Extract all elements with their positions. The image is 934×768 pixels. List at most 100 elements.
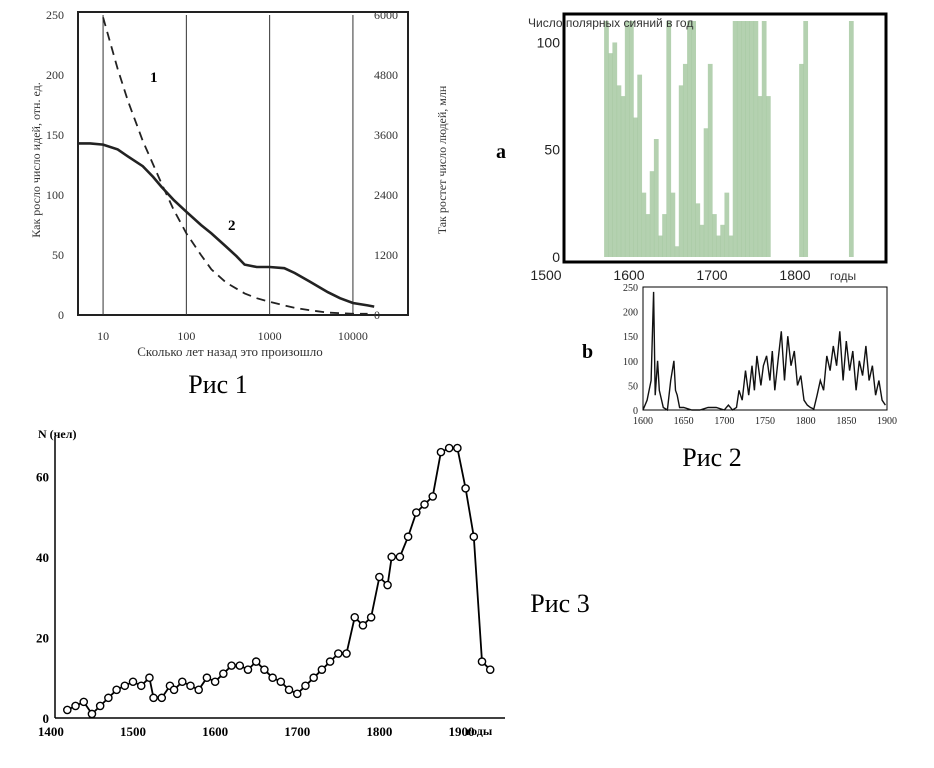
fig1-y-tick-label-left: 250 (46, 8, 64, 22)
fig3-data-point (227, 661, 236, 670)
fig2a-bar (757, 96, 763, 257)
fig2b-x-tick-label: 1650 (674, 416, 694, 427)
fig3-data-point (387, 552, 396, 562)
fig2-panel-label-b: b (582, 341, 593, 363)
fig2a-bar (658, 235, 663, 257)
fig1-y-tick-label-right: 4800 (374, 68, 398, 82)
fig2b-x-tick-label: 1800 (796, 416, 816, 427)
fig3-series (63, 443, 495, 719)
fig1-curve-label-2: 2 (228, 218, 236, 234)
fig2a-bar (761, 21, 767, 257)
fig1-y-axis-label-right: Так ростет число людей, млн (435, 85, 449, 234)
fig3-x-tick-label: 1600 (202, 724, 228, 739)
fig3-data-point (444, 443, 454, 453)
figure-1: 10 100 1000 10000 0 0 50 1200 100 2400 150 3600 200 4… (29, 8, 449, 399)
fig1-x-tick-label: 10 (97, 329, 109, 343)
fig3-y-axis-label: N (чел) (38, 427, 76, 441)
fig2b-y-tick-label: 250 (623, 283, 638, 294)
fig3-data-point (87, 709, 97, 719)
fig3-data-point (128, 677, 138, 687)
fig2a-x-tick-label: 1500 (530, 267, 561, 283)
fig1-y-tick-label-right: 6000 (374, 8, 398, 22)
fig2a-bar (741, 21, 746, 257)
fig3-data-point (485, 665, 495, 674)
fig1-y-tick-label-right: 1200 (374, 248, 398, 262)
fig3-data-point (325, 657, 335, 666)
fig1-y-tick-label-right: 3600 (374, 128, 398, 142)
fig3-data-point (412, 508, 421, 517)
fig2a-bar (732, 21, 738, 257)
fig3-data-point (177, 677, 187, 687)
fig2a-bar (612, 42, 618, 257)
fig2a-bar (620, 96, 626, 257)
fig3-x-axis-label: годы (466, 724, 493, 738)
fig1-curve-label-1: 1 (150, 70, 158, 86)
fig2a-bar (749, 21, 755, 257)
fig1-y-tick-label-left: 50 (52, 248, 64, 262)
fig2a-y-axis-label: Число полярных сияний в год (528, 16, 693, 30)
fig1-y-axis-label-left: Как росло число идей, отн. ед. (29, 82, 43, 237)
fig2a-bar (616, 85, 622, 257)
fig2a-bar (649, 171, 655, 257)
fig3-data-point (309, 673, 318, 683)
fig3-x-tick-label: 1700 (284, 724, 310, 739)
fig1-x-tick-label: 1000 (258, 329, 282, 343)
fig3-tick-labels: 1400 1500 1600 1700 1800 1900 0 20 40 60 (36, 469, 474, 739)
fig2b-series-line (642, 291, 886, 412)
fig3-data-point (251, 657, 261, 666)
fig2a-bar (736, 21, 742, 257)
fig2a-frame (562, 12, 888, 264)
fig2a-y-tick-label: 50 (544, 142, 560, 158)
fig2a-bar (712, 214, 717, 257)
fig2a-bar (682, 63, 688, 258)
fig3-data-point (350, 612, 360, 622)
fig1-y-tick-label-left: 150 (46, 128, 64, 142)
fig3-data-point (202, 673, 212, 683)
fig3-data-point (260, 665, 269, 674)
fig2a-bar (720, 224, 726, 257)
fig1-series (78, 17, 375, 315)
fig2b-series (642, 291, 886, 412)
fig2a-bar (848, 21, 854, 257)
fig2a-y-tick-label: 0 (552, 249, 560, 265)
fig1-caption: Рис 1 (188, 370, 247, 399)
figure-2b: 1600 1650 1700 1750 1800 1850 1900 0 50 100 150 200… (582, 283, 897, 472)
fig3-data-point (95, 701, 105, 711)
fig2-caption: Рис 2 (682, 443, 741, 472)
fig2-panel-label-a: a (496, 141, 506, 163)
fig2b-y-tick-label: 0 (633, 406, 638, 417)
fig2a-bar (728, 235, 734, 257)
fig2a-bar (691, 21, 696, 257)
fig3-data-point (169, 685, 179, 695)
fig1-x-tick-label: 100 (177, 329, 195, 343)
fig3-data-point (136, 681, 146, 691)
fig3-data-point (420, 500, 429, 509)
fig2b-y-tick-label: 100 (623, 357, 638, 368)
fig1-tick-labels: 10 100 1000 10000 0 0 50 1200 100 2400 150 3600 200 4… (46, 8, 398, 343)
fig3-data-point (375, 572, 384, 582)
fig3-data-point (342, 649, 351, 658)
fig3-data-point (71, 701, 80, 711)
fig1-y-tick-label-right: 0 (374, 308, 380, 322)
fig2a-bar (608, 53, 613, 257)
fig2b-y-tick-label: 200 (623, 308, 638, 319)
fig1-series-line-1 (102, 17, 368, 315)
fig3-x-tick-label: 1400 (38, 724, 64, 739)
fig3-x-tick-label: 1500 (120, 724, 146, 739)
fig3-data-point (157, 693, 167, 703)
fig2a-bar (678, 85, 684, 257)
fig3-data-point (186, 681, 195, 691)
fig3-data-point (469, 532, 479, 542)
fig3-data-point (210, 677, 220, 687)
fig2b-x-tick-label: 1600 (633, 416, 653, 427)
fig3-y-tick-label: 40 (36, 550, 49, 565)
fig2a-bar (624, 21, 630, 257)
fig2a-bar (674, 246, 680, 257)
fig2a-bar (803, 21, 809, 257)
fig3-data-point (149, 693, 158, 703)
fig2a-x-tick-label: 1800 (779, 267, 810, 283)
fig1-y-tick-label-left: 0 (58, 308, 64, 322)
fig2a-bar (666, 21, 672, 257)
fig2a-bar (641, 192, 647, 257)
